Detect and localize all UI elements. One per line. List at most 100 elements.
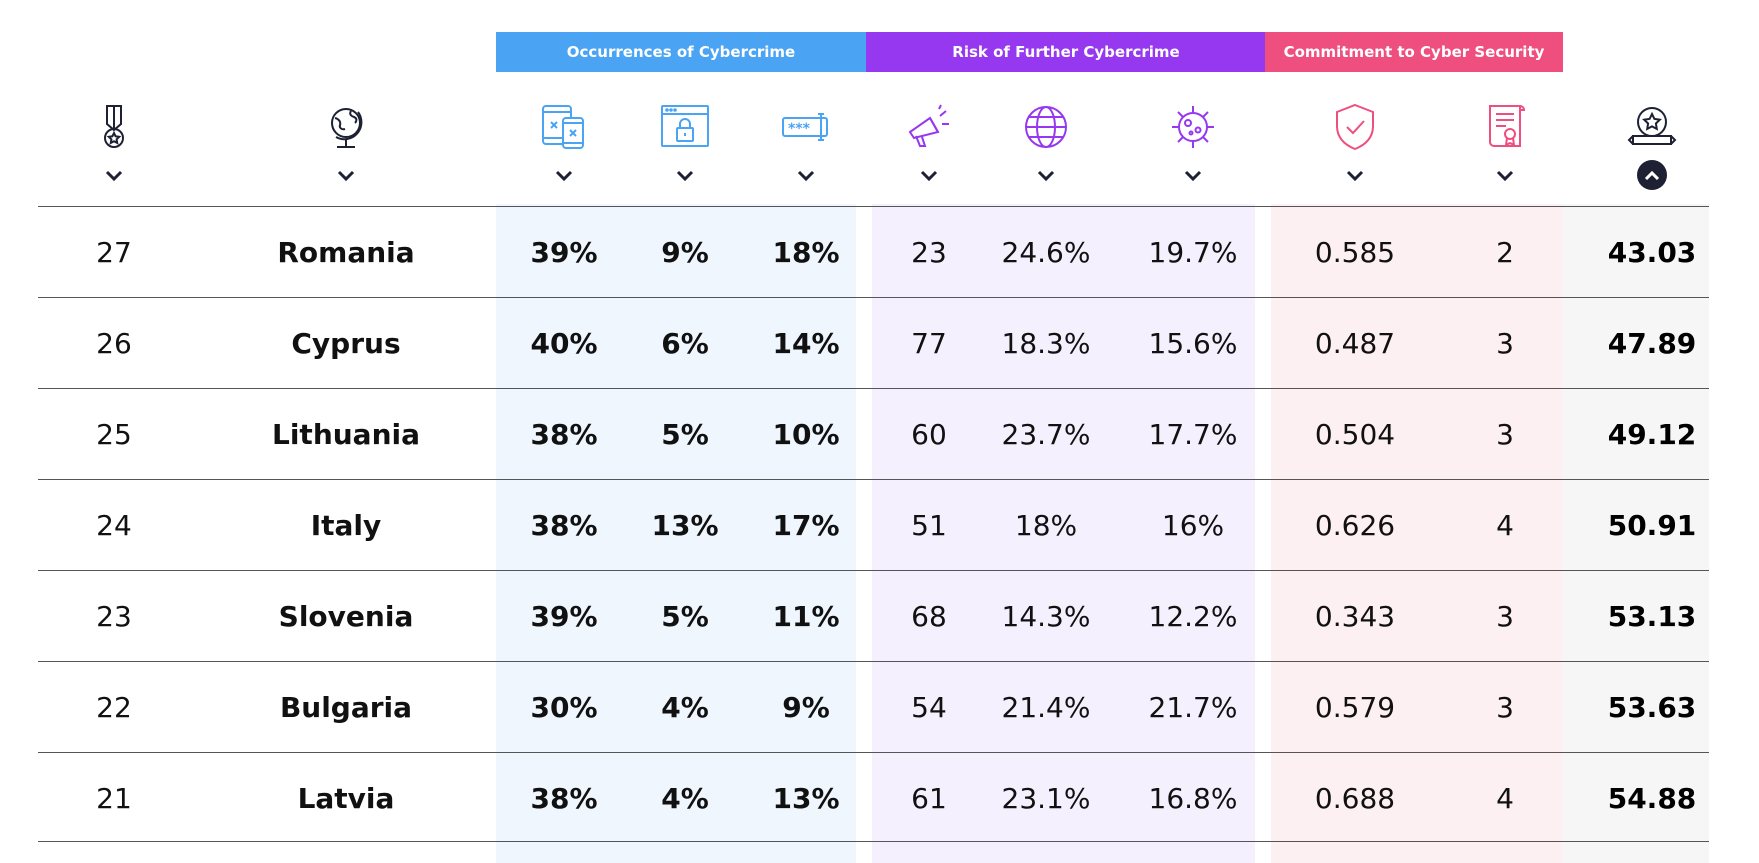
cell-score: 54.88 xyxy=(1607,782,1697,815)
cell-rank: 26 xyxy=(96,327,132,360)
table-row: 27 Romania 39% 9% 18% 23 24.6% 19.7% 0.585 2 43.03 xyxy=(38,206,1709,298)
cell-r1: 77 xyxy=(911,327,947,360)
certificate-icon xyxy=(1478,100,1532,154)
cell-c1: 39% xyxy=(530,600,598,633)
cell-c2: 13% xyxy=(651,509,719,542)
cell-rank: 27 xyxy=(96,236,132,269)
chevron-down-icon[interactable] xyxy=(552,164,576,188)
cell-r3: 16.8% xyxy=(1148,782,1238,815)
cell-score: 47.89 xyxy=(1607,327,1697,360)
cell-r2: 18.3% xyxy=(1001,327,1091,360)
risk-column-band xyxy=(872,204,1255,863)
table-row: 22 Bulgaria 30% 4% 9% 54 21.4% 21.7% 0.579 3 53.63 xyxy=(38,661,1709,753)
cell-country: Italy xyxy=(310,509,382,542)
cell-m2: 4 xyxy=(1496,509,1514,542)
table-row: 21 Latvia 38% 4% 13% 61 23.1% 16.8% 0.688 4 54.88 xyxy=(38,752,1709,844)
cell-country: Latvia xyxy=(297,782,395,815)
cell-rank: 24 xyxy=(96,509,132,542)
cell-r1: 68 xyxy=(911,600,947,633)
commitment-column-band xyxy=(1271,204,1563,863)
cell-c1: 38% xyxy=(530,418,598,451)
column-header-7[interactable] xyxy=(1019,100,1073,200)
column-header-3[interactable] xyxy=(537,100,591,200)
table-bottom-divider xyxy=(38,841,1709,842)
cell-r2: 21.4% xyxy=(1001,691,1091,724)
occurrences-column-band xyxy=(496,204,856,863)
chevron-down-icon[interactable] xyxy=(102,164,126,188)
chevron-down-icon[interactable] xyxy=(1034,164,1058,188)
column-header-1[interactable] xyxy=(87,100,141,200)
table-row: 26 Cyprus 40% 6% 14% 77 18.3% 15.6% 0.487 3 47.89 xyxy=(38,297,1709,389)
cell-m1: 0.487 xyxy=(1314,327,1396,360)
cell-r1: 51 xyxy=(911,509,947,542)
globe-icon xyxy=(319,100,373,154)
cell-c2: 5% xyxy=(661,600,709,633)
cell-rank: 22 xyxy=(96,691,132,724)
cell-m1: 0.579 xyxy=(1314,691,1396,724)
cell-c2: 4% xyxy=(661,691,709,724)
cell-m2: 3 xyxy=(1496,418,1514,451)
cell-r1: 23 xyxy=(911,236,947,269)
chevron-down-icon[interactable] xyxy=(917,164,941,188)
cell-c3: 18% xyxy=(772,236,840,269)
cell-m1: 0.626 xyxy=(1314,509,1396,542)
cell-rank: 21 xyxy=(96,782,132,815)
column-header-4[interactable] xyxy=(658,100,712,200)
cell-m1: 0.504 xyxy=(1314,418,1396,451)
shield-check-icon xyxy=(1328,100,1382,154)
cell-rank: 23 xyxy=(96,600,132,633)
cell-c2: 9% xyxy=(661,236,709,269)
cell-country: Slovenia xyxy=(278,600,414,633)
score-column-band xyxy=(1563,204,1709,863)
cell-r3: 12.2% xyxy=(1148,600,1238,633)
column-header-9[interactable] xyxy=(1328,100,1382,200)
chevron-down-icon[interactable] xyxy=(334,164,358,188)
chevron-down-icon[interactable] xyxy=(1343,164,1367,188)
virus-icon xyxy=(1166,100,1220,154)
cell-r2: 18% xyxy=(1014,509,1078,542)
column-header-2[interactable] xyxy=(319,100,373,200)
cell-r3: 21.7% xyxy=(1148,691,1238,724)
cell-c3: 14% xyxy=(772,327,840,360)
cell-c1: 30% xyxy=(530,691,598,724)
cell-c3: 11% xyxy=(772,600,840,633)
cell-r2: 23.7% xyxy=(1001,418,1091,451)
chevron-down-icon[interactable] xyxy=(1181,164,1205,188)
column-header-11[interactable] xyxy=(1625,100,1679,200)
cell-m2: 4 xyxy=(1496,782,1514,815)
cell-r3: 15.6% xyxy=(1148,327,1238,360)
cell-country: Romania xyxy=(277,236,415,269)
cell-rank: 25 xyxy=(96,418,132,451)
cell-country: Cyprus xyxy=(291,327,401,360)
cell-r2: 14.3% xyxy=(1001,600,1091,633)
chevron-up-icon[interactable] xyxy=(1637,160,1667,190)
column-header-8[interactable] xyxy=(1166,100,1220,200)
cell-m2: 3 xyxy=(1496,600,1514,633)
svg-text:***: *** xyxy=(788,121,811,137)
chevron-down-icon[interactable] xyxy=(1493,164,1517,188)
cell-country: Bulgaria xyxy=(279,691,413,724)
medal-icon xyxy=(87,100,141,154)
cell-m1: 0.585 xyxy=(1314,236,1396,269)
cell-r2: 23.1% xyxy=(1001,782,1091,815)
cell-score: 43.03 xyxy=(1607,236,1697,269)
column-header-10[interactable] xyxy=(1478,100,1532,200)
group-header-risk: Risk of Further Cybercrime xyxy=(866,32,1266,72)
cell-c2: 5% xyxy=(661,418,709,451)
cell-score: 53.63 xyxy=(1607,691,1697,724)
chevron-down-icon[interactable] xyxy=(673,164,697,188)
column-header-5[interactable]: *** xyxy=(779,100,833,200)
cell-r2: 24.6% xyxy=(1001,236,1091,269)
cell-score: 49.12 xyxy=(1607,418,1697,451)
cell-r3: 17.7% xyxy=(1148,418,1238,451)
cell-c3: 17% xyxy=(772,509,840,542)
cell-r1: 61 xyxy=(911,782,947,815)
browser-lock-icon xyxy=(658,100,712,154)
cell-m2: 3 xyxy=(1496,691,1514,724)
column-header-6[interactable] xyxy=(902,100,956,200)
megaphone-icon xyxy=(902,100,956,154)
cell-c1: 38% xyxy=(530,782,598,815)
chevron-down-icon[interactable] xyxy=(794,164,818,188)
cell-r3: 19.7% xyxy=(1148,236,1238,269)
cell-m1: 0.343 xyxy=(1314,600,1396,633)
